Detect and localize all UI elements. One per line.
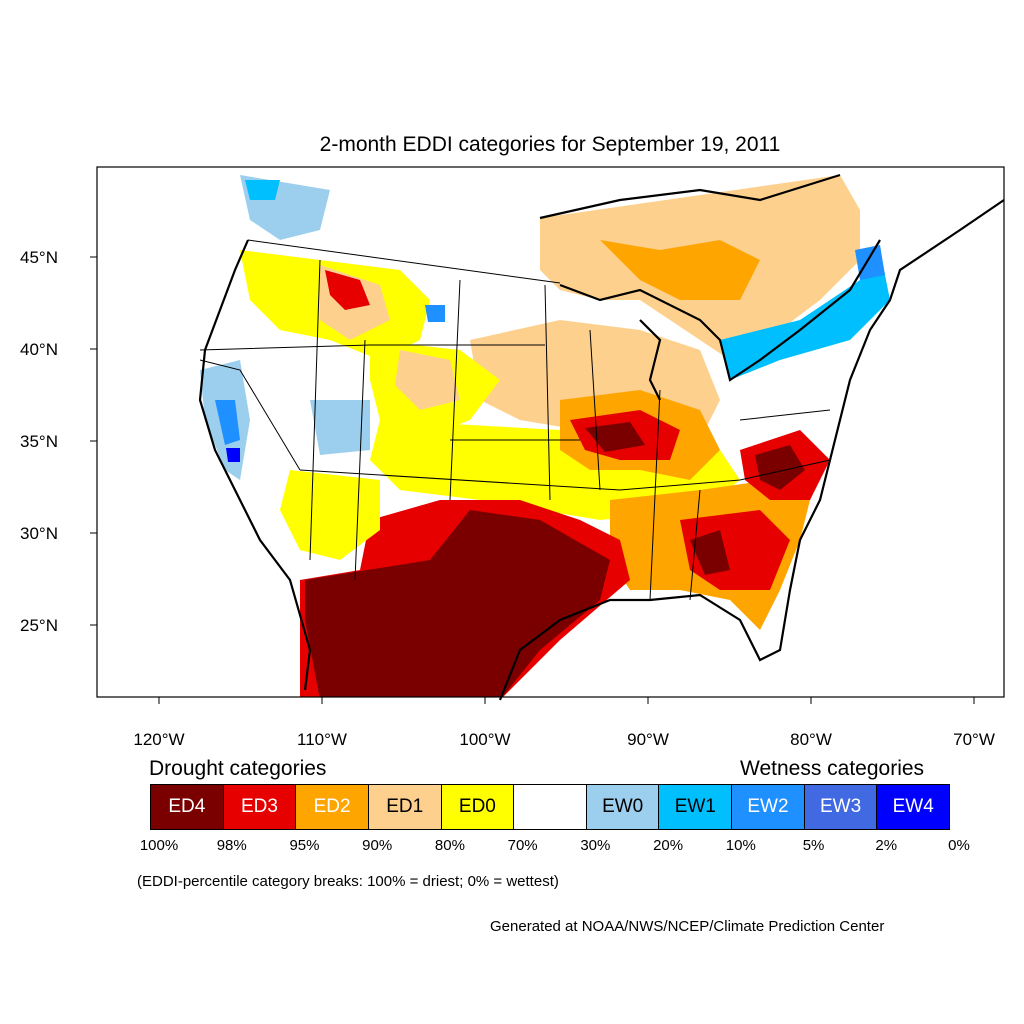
lon-label-100w: 100°W [459, 730, 510, 749]
category-fields [200, 175, 890, 697]
lon-label-70w: 70°W [953, 730, 995, 749]
map-title: 2-month EDDI categories for September 19… [319, 133, 781, 156]
legend-swatch-ed0: ED0 [441, 785, 515, 829]
legend-swatch-ed2: ED2 [296, 785, 369, 829]
break-label: 0% [948, 837, 970, 854]
break-label: 20% [653, 837, 684, 854]
break-label: 5% [802, 837, 825, 854]
drought-categories-heading: Drought categories [149, 757, 327, 780]
legend-swatch-ew0: EW0 [586, 785, 660, 829]
legend-swatch-ed3: ED3 [223, 785, 297, 829]
lat-label-45: 45°N [20, 248, 58, 267]
break-label: 95% [289, 837, 320, 854]
break-label: 80% [434, 837, 465, 854]
break-label: 30% [580, 837, 611, 854]
legend-swatch-ed1: ED1 [368, 785, 442, 829]
category-legend: ED4 ED3 ED2 ED1 ED0 EW0 EW1 EW2 EW3 EW4 [150, 784, 950, 830]
lat-label-30: 30°N [20, 524, 58, 543]
legend-swatch-ew1: EW1 [659, 785, 733, 829]
eddi-map: 45°N 40°N 35°N 30°N 25°N 120°W 110°W 100… [20, 166, 1005, 749]
lon-label-120w: 120°W [133, 730, 184, 749]
lon-label-90w: 90°W [627, 730, 669, 749]
legend-swatch-ew2: EW2 [732, 785, 805, 829]
break-label: 2% [875, 837, 898, 854]
break-label: 100% [139, 837, 179, 854]
state-borders [199, 239, 831, 601]
break-label: 90% [362, 837, 393, 854]
lon-label-80w: 80°W [790, 730, 832, 749]
break-label: 98% [216, 837, 247, 854]
legend-swatch-ew3: EW3 [804, 785, 878, 829]
break-label: 10% [725, 837, 756, 854]
breaks-note: (EDDI-percentile category breaks: 100% =… [137, 873, 559, 890]
lat-label-25: 25°N [20, 616, 58, 635]
lat-axis: 45°N 40°N 35°N 30°N 25°N [20, 248, 97, 635]
coastlines [198, 173, 1005, 701]
legend-swatch-ed4: ED4 [151, 785, 224, 829]
lon-label-110w: 110°W [297, 730, 347, 749]
break-label: 70% [507, 837, 538, 854]
legend-swatch-neutral [514, 785, 587, 829]
lat-label-35: 35°N [20, 432, 58, 451]
lat-label-40: 40°N [20, 340, 58, 359]
legend-swatch-ew4: EW4 [877, 785, 950, 829]
wetness-categories-heading: Wetness categories [740, 757, 925, 780]
lon-axis: 120°W 110°W 100°W 90°W 80°W 70°W [133, 697, 995, 749]
map-frame [96, 166, 1005, 698]
credit-line: Generated at NOAA/NWS/NCEP/Climate Predi… [490, 918, 885, 935]
